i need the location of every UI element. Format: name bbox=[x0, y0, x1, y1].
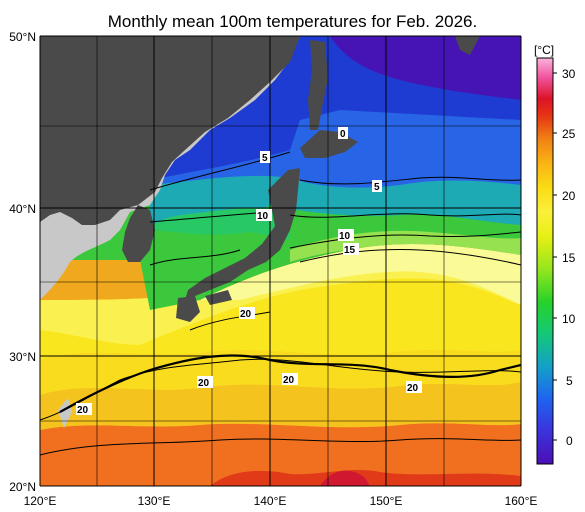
colorbar-tick-25: 25 bbox=[562, 127, 576, 141]
contour-label-0: 0 bbox=[340, 129, 346, 140]
y-tick-30: 30°N bbox=[9, 350, 36, 364]
x-axis-labels: 120°E 130°E 140°E 150°E 160°E bbox=[24, 494, 538, 508]
colorbar: [°C] 30 25 20 15 10 5 0 bbox=[534, 43, 576, 465]
colorbar-tick-30: 30 bbox=[562, 67, 576, 81]
y-tick-40: 40°N bbox=[9, 202, 36, 216]
contour-label-20c: 20 bbox=[283, 375, 295, 386]
x-tick-130: 130°E bbox=[138, 494, 171, 508]
colorbar-tick-5: 5 bbox=[566, 374, 573, 388]
colorbar-tick-0: 0 bbox=[566, 434, 573, 448]
x-tick-150: 150°E bbox=[370, 494, 403, 508]
colorbar-tick-15: 15 bbox=[562, 251, 576, 265]
contour-label-10b: 10 bbox=[339, 231, 351, 242]
map-title: Monthly mean 100m temperatures for Feb. … bbox=[107, 12, 478, 31]
contour-label-20d: 20 bbox=[407, 383, 419, 394]
contour-labels: 0 5 5 10 10 15 20 20 20 20 20 bbox=[76, 127, 422, 416]
contour-label-15: 15 bbox=[344, 245, 356, 256]
y-tick-50: 50°N bbox=[9, 30, 36, 44]
grid-lines bbox=[39, 35, 522, 487]
contour-label-20b: 20 bbox=[198, 378, 210, 389]
contour-label-20e: 20 bbox=[77, 405, 89, 416]
x-tick-140: 140°E bbox=[254, 494, 287, 508]
contour-label-5a: 5 bbox=[262, 153, 268, 164]
colorbar-tick-20: 20 bbox=[562, 189, 576, 203]
colorbar-scale bbox=[536, 57, 554, 465]
colorbar-unit: [°C] bbox=[534, 43, 554, 57]
y-axis-labels: 50°N 40°N 30°N 20°N bbox=[9, 30, 36, 494]
y-tick-20: 20°N bbox=[9, 480, 36, 494]
x-tick-160: 160°E bbox=[505, 494, 538, 508]
sea-temperature-field bbox=[40, 36, 521, 486]
contour-label-10a: 10 bbox=[257, 211, 269, 222]
contour-label-20a: 20 bbox=[240, 309, 252, 320]
contour-label-5b: 5 bbox=[374, 182, 380, 193]
x-tick-120: 120°E bbox=[24, 494, 57, 508]
colorbar-tick-10: 10 bbox=[562, 312, 576, 326]
